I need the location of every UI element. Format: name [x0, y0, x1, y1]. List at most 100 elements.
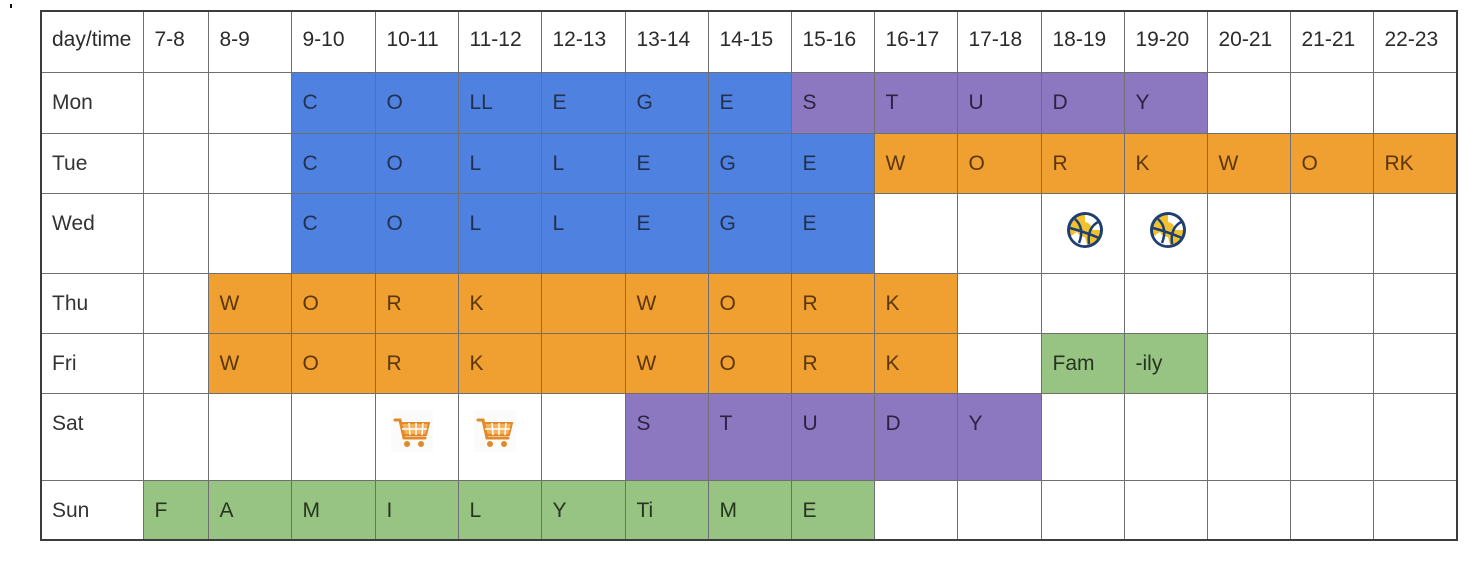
- schedule-cell: [1372, 272, 1458, 334]
- day-label: Tue: [40, 132, 144, 194]
- shopping-cart-icon: [470, 408, 541, 454]
- schedule-cell: [142, 71, 209, 134]
- schedule-cell: D: [1040, 71, 1125, 134]
- schedule-cell: L: [540, 132, 626, 194]
- schedule-cell: O: [374, 71, 459, 134]
- schedule-cell: O: [707, 272, 792, 334]
- schedule-cell: [1289, 272, 1374, 334]
- time-slot-header: 10-11: [374, 10, 459, 73]
- schedule-cell: [1289, 392, 1374, 481]
- day-label: Thu: [40, 272, 144, 334]
- schedule-cell: [540, 272, 626, 334]
- schedule-cell: C: [290, 192, 376, 274]
- time-slot-header: 21-21: [1289, 10, 1374, 73]
- schedule-cell: [1123, 192, 1208, 274]
- schedule-cell: E: [790, 479, 875, 541]
- header-row: day/time 7-8 8-9 9-10 10-11 11-12 12-13 13-14 1…: [40, 10, 1458, 73]
- schedule-cell: U: [956, 71, 1042, 134]
- schedule-cell: [1372, 479, 1458, 541]
- time-slot-header: 14-15: [707, 10, 792, 73]
- schedule-cell: T: [707, 392, 792, 481]
- schedule-cell: E: [790, 192, 875, 274]
- time-slot-header: 13-14: [624, 10, 709, 73]
- weekly-schedule-table: day/time 7-8 8-9 9-10 10-11 11-12 12-13 13-14 1…: [40, 10, 1458, 541]
- schedule-cell: Y: [956, 392, 1042, 481]
- schedule-cell: S: [790, 71, 875, 134]
- schedule-cell: O: [956, 132, 1042, 194]
- schedule-cell: [142, 192, 209, 274]
- schedule-cell: O: [374, 192, 459, 274]
- day-label: Sat: [40, 392, 144, 481]
- schedule-cell: Fam: [1040, 332, 1125, 394]
- schedule-cell: K: [457, 272, 542, 334]
- schedule-cell: U: [790, 392, 875, 481]
- schedule-cell: R: [790, 272, 875, 334]
- schedule-cell: [1372, 71, 1458, 134]
- time-slot-header: 17-18: [956, 10, 1042, 73]
- time-slot-header: 15-16: [790, 10, 875, 73]
- schedule-cell: [956, 192, 1042, 274]
- schedule-cell: [142, 272, 209, 334]
- schedule-cell: E: [624, 192, 709, 274]
- shopping-cart-icon: [387, 408, 458, 454]
- schedule-cell: [873, 479, 958, 541]
- schedule-cell: [956, 272, 1042, 334]
- volleyball-icon: [1136, 210, 1207, 250]
- schedule-cell: K: [1123, 132, 1208, 194]
- day-label: Fri: [40, 332, 144, 394]
- schedule-cell: [540, 392, 626, 481]
- schedule-cell: R: [790, 332, 875, 394]
- schedule-cell: [290, 392, 376, 481]
- schedule-row-tue: Tue C O L L E G E W O R K W O RK: [40, 132, 1458, 194]
- volleyball-icon: [1053, 210, 1124, 250]
- schedule-cell: W: [873, 132, 958, 194]
- schedule-cell: K: [873, 332, 958, 394]
- schedule-cell: O: [1289, 132, 1374, 194]
- time-slot-header: 9-10: [290, 10, 376, 73]
- schedule-cell: D: [873, 392, 958, 481]
- schedule-cell: [1289, 332, 1374, 394]
- schedule-cell: [1040, 272, 1125, 334]
- schedule-cell: RK: [1372, 132, 1458, 194]
- schedule-cell: [1206, 332, 1291, 394]
- schedule-cell: E: [624, 132, 709, 194]
- schedule-row-fri: Fri W O R K W O R K Fam -ily: [40, 332, 1458, 394]
- schedule-cell: [1206, 272, 1291, 334]
- schedule-cell: [1289, 479, 1374, 541]
- schedule-cell: [142, 392, 209, 481]
- schedule-cell: Y: [1123, 71, 1208, 134]
- schedule-cell: Y: [540, 479, 626, 541]
- day-label: Sun: [40, 479, 144, 541]
- schedule-cell: G: [707, 132, 792, 194]
- schedule-cell: W: [624, 272, 709, 334]
- corner-header-cell: day/time: [40, 10, 144, 73]
- time-slot-header: 8-9: [207, 10, 292, 73]
- schedule-cell: E: [540, 71, 626, 134]
- time-slot-header: 12-13: [540, 10, 626, 73]
- schedule-cell: [1123, 272, 1208, 334]
- schedule-cell: [1040, 192, 1125, 274]
- schedule-cell: [956, 332, 1042, 394]
- schedule-cell: T: [873, 71, 958, 134]
- schedule-cell: R: [374, 332, 459, 394]
- schedule-cell: [374, 392, 459, 481]
- time-slot-header: 22-23: [1372, 10, 1458, 73]
- schedule-cell: [142, 132, 209, 194]
- schedule-cell: [142, 332, 209, 394]
- schedule-row-sun: Sun F A M I L Y Ti M E: [40, 479, 1458, 541]
- schedule-cell: [1040, 479, 1125, 541]
- schedule-cell: L: [540, 192, 626, 274]
- schedule-cell: O: [290, 332, 376, 394]
- schedule-cell: Ti: [624, 479, 709, 541]
- schedule-cell: [956, 479, 1042, 541]
- schedule-cell: G: [707, 192, 792, 274]
- time-slot-header: 11-12: [457, 10, 542, 73]
- time-slot-header: 20-21: [1206, 10, 1291, 73]
- schedule-cell: [207, 132, 292, 194]
- schedule-cell: K: [457, 332, 542, 394]
- schedule-cell: F: [142, 479, 209, 541]
- schedule-row-sat: Sat S T U D Y: [40, 392, 1458, 481]
- schedule-cell: E: [790, 132, 875, 194]
- schedule-cell: G: [624, 71, 709, 134]
- schedule-cell: K: [873, 272, 958, 334]
